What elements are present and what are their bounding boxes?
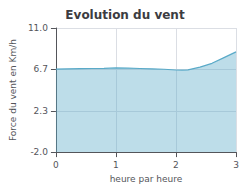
svg-text:1: 1 bbox=[113, 160, 119, 170]
svg-text:heure par heure: heure par heure bbox=[110, 174, 183, 184]
svg-text:6.7: 6.7 bbox=[34, 64, 48, 74]
svg-text:-2.0: -2.0 bbox=[30, 147, 48, 157]
svg-text:2.3: 2.3 bbox=[34, 106, 48, 116]
svg-text:11.0: 11.0 bbox=[28, 23, 48, 33]
svg-text:Force du vent en Km/h: Force du vent en Km/h bbox=[8, 39, 18, 141]
svg-text:3: 3 bbox=[233, 160, 239, 170]
svg-text:Evolution du vent: Evolution du vent bbox=[65, 8, 185, 22]
svg-text:2: 2 bbox=[173, 160, 179, 170]
svg-text:0: 0 bbox=[53, 160, 59, 170]
